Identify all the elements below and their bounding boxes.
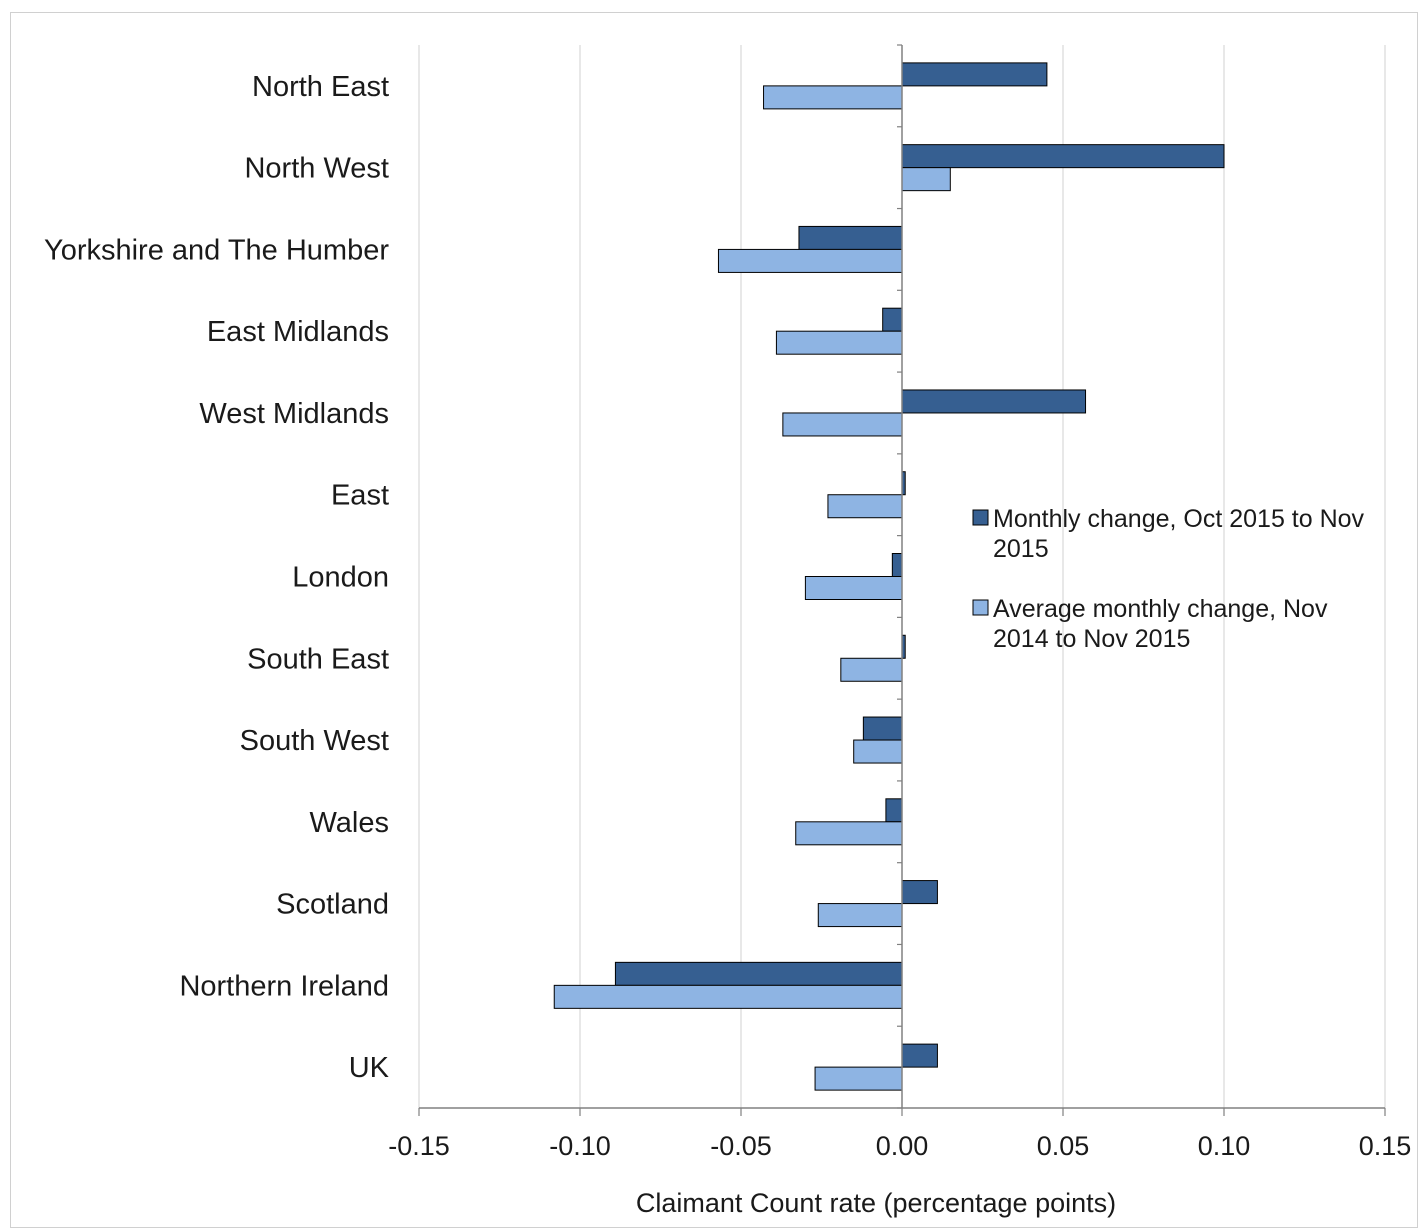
bar bbox=[891, 553, 903, 577]
x-tick-label: 0.15 bbox=[1359, 1131, 1412, 1161]
bar bbox=[901, 62, 1048, 87]
bar bbox=[717, 248, 903, 273]
category-label: East Midlands bbox=[207, 316, 389, 348]
axes: -0.15 -0.10 -0.05 0.00 0.05 0.10 0.15 bbox=[388, 44, 1412, 1161]
category-label: Scotland bbox=[276, 889, 389, 921]
bar bbox=[798, 225, 903, 250]
bar bbox=[853, 739, 903, 764]
legend-label: 2015 bbox=[993, 535, 1049, 563]
category-labels: North East North West Yorkshire and The Hu… bbox=[44, 71, 390, 1084]
category-label: North East bbox=[252, 71, 389, 103]
category-label: East bbox=[331, 480, 389, 512]
category-label: Yorkshire and The Humber bbox=[44, 234, 389, 266]
bar bbox=[901, 167, 951, 192]
legend-label: Monthly change, Oct 2015 to Nov bbox=[993, 505, 1365, 533]
x-axis-title: Claimant Count rate (percentage points) bbox=[636, 1188, 1116, 1218]
bar bbox=[817, 903, 903, 928]
bar bbox=[763, 85, 903, 110]
bar bbox=[885, 798, 903, 823]
bar bbox=[901, 389, 1087, 414]
x-tick-label: -0.05 bbox=[710, 1131, 772, 1161]
x-tick-label: 0.00 bbox=[876, 1131, 929, 1161]
bar bbox=[775, 330, 903, 355]
bar bbox=[827, 494, 903, 519]
category-label: South West bbox=[240, 725, 389, 757]
category-label: North West bbox=[244, 153, 389, 185]
bar bbox=[804, 576, 903, 600]
bar bbox=[901, 144, 1225, 169]
bar bbox=[553, 984, 903, 1009]
x-tick-label: 0.10 bbox=[1198, 1131, 1251, 1161]
category-label: London bbox=[292, 562, 389, 594]
x-tick-label: 0.05 bbox=[1037, 1131, 1090, 1161]
legend-swatch bbox=[972, 599, 989, 616]
grid-lines bbox=[418, 45, 1386, 1108]
bar bbox=[795, 821, 903, 846]
bar bbox=[882, 307, 903, 332]
legend-swatch bbox=[972, 509, 989, 526]
chart-frame bbox=[10, 12, 1418, 1228]
bar bbox=[840, 657, 903, 682]
bar bbox=[901, 1043, 938, 1068]
bars bbox=[553, 62, 1225, 1091]
category-label: South East bbox=[247, 643, 389, 675]
x-tick-label: -0.15 bbox=[388, 1131, 450, 1161]
category-label: West Midlands bbox=[199, 398, 389, 430]
category-label: UK bbox=[349, 1052, 390, 1084]
legend-label: Average monthly change, Nov bbox=[993, 595, 1328, 623]
bar bbox=[614, 961, 903, 986]
bar bbox=[862, 716, 903, 741]
bar bbox=[782, 412, 903, 437]
legend-label: 2014 to Nov 2015 bbox=[993, 625, 1190, 653]
bar bbox=[901, 880, 938, 905]
x-tick-label: -0.10 bbox=[549, 1131, 611, 1161]
category-label: Wales bbox=[310, 807, 390, 839]
bar bbox=[814, 1066, 903, 1091]
category-label: Northern Ireland bbox=[179, 970, 389, 1002]
